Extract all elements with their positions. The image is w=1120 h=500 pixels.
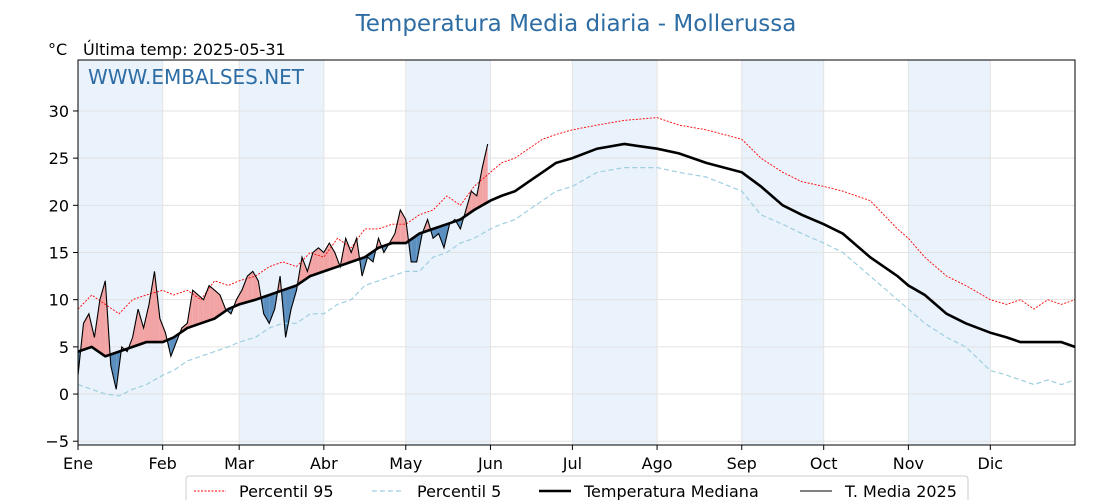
x-tick-label-sep: Sep xyxy=(727,454,757,473)
x-axis: Ene Feb Mar Abr May Jun Jul Ago Sep Oct Nov Dic xyxy=(63,445,1003,473)
anomaly-fill-below xyxy=(438,225,444,248)
anomaly-fill-above xyxy=(236,290,242,306)
grid-lines xyxy=(77,60,1075,445)
y-tick-label: 15 xyxy=(49,244,69,263)
y-tick-label: 10 xyxy=(49,291,69,310)
anomaly-fill-above xyxy=(209,285,215,321)
anomaly-fill-above xyxy=(400,210,406,244)
series-percentil-5 xyxy=(77,167,1076,397)
anomaly-fill-above xyxy=(329,243,335,270)
legend-box xyxy=(185,475,969,500)
anomaly-fill-above xyxy=(482,144,488,206)
series-t-media-2025 xyxy=(77,143,489,390)
anomaly-fill-above xyxy=(99,280,106,357)
x-tick-label-nov: Nov xyxy=(893,454,924,473)
x-tick-label-oct: Oct xyxy=(810,454,838,473)
legend-p5-label: Percentil 5 xyxy=(417,482,501,500)
x-tick-label-jul: Jul xyxy=(562,454,582,473)
anomaly-fill-above xyxy=(318,247,324,274)
legend: Percentil 95 Percentil 5 Temperatura Med… xyxy=(185,475,969,500)
y-axis: −5 0 5 10 15 20 25 30 xyxy=(45,102,78,451)
watermark: WWW.EMBALSES.NET xyxy=(88,65,305,89)
anomaly-fill-above xyxy=(214,290,220,319)
anomaly-fill-above xyxy=(88,313,95,349)
series-temperatura-mediana xyxy=(77,142,1076,358)
legend-current-label: T. Media 2025 xyxy=(844,482,957,500)
anomaly-fill-above xyxy=(471,191,477,212)
anomaly-fill-above xyxy=(192,290,199,327)
anomaly-fill-above xyxy=(351,238,357,262)
anomaly-fill-below xyxy=(411,235,417,262)
anomaly-fill-below xyxy=(433,227,439,239)
x-tick-label-dic: Dic xyxy=(978,454,1004,473)
x-tick-label-ago: Ago xyxy=(642,454,673,473)
anomaly-fill-above xyxy=(302,257,308,282)
x-tick-label-mar: Mar xyxy=(224,454,255,473)
unit-label: °C xyxy=(48,40,67,59)
anomaly-fill-above xyxy=(143,304,149,344)
anomaly-fill-above xyxy=(83,313,89,350)
legend-p95-label: Percentil 95 xyxy=(239,482,334,500)
y-tick-label: −5 xyxy=(45,432,69,451)
chart-title: Temperatura Media diaria - Mollerussa xyxy=(355,11,797,37)
anomaly-fill-above xyxy=(159,318,166,343)
series-lines xyxy=(77,117,1076,397)
x-tick-label-feb: Feb xyxy=(149,454,177,473)
anomaly-fill-above xyxy=(149,271,155,343)
anomaly-fill-above xyxy=(198,295,204,325)
x-tick-label-ene: Ene xyxy=(63,454,93,473)
y-tick-label: 30 xyxy=(49,102,69,121)
anomaly-fill-above xyxy=(476,167,483,209)
anomaly-fill-below xyxy=(110,352,117,390)
x-tick-label-may: May xyxy=(389,454,422,473)
y-tick-label: 5 xyxy=(59,338,69,357)
anomaly-fill-below xyxy=(269,293,275,324)
anomaly-fill-above xyxy=(203,285,210,323)
anomaly-fill-above xyxy=(138,309,144,345)
anomaly-fill-below xyxy=(263,295,270,324)
y-tick-label: 20 xyxy=(49,196,69,215)
last-temp-label: Última temp: 2025-05-31 xyxy=(83,40,286,59)
anomaly-fill-above xyxy=(154,271,160,343)
anomaly-fill-below xyxy=(285,287,292,338)
anomaly-fill-above xyxy=(312,247,319,276)
x-tick-label-jun: Jun xyxy=(477,454,503,473)
anomaly-fill-above xyxy=(345,238,352,264)
anomaly-fill-above xyxy=(241,276,248,304)
x-tick-label-abr: Abr xyxy=(310,454,338,473)
anomaly-fill-below xyxy=(367,251,373,262)
anomaly-fill-below xyxy=(170,335,177,357)
anomaly-fill-above xyxy=(247,271,253,302)
legend-median-label: Temperatura Mediana xyxy=(583,482,759,500)
y-tick-label: 0 xyxy=(59,385,69,404)
y-tick-label: 25 xyxy=(49,149,69,168)
